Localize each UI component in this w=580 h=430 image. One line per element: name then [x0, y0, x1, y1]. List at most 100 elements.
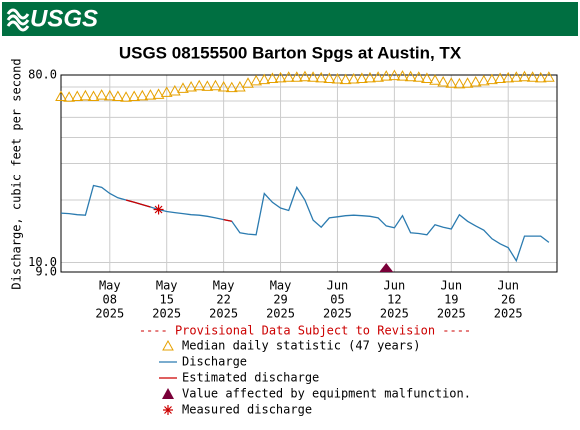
- x-tick-label: 05: [330, 293, 344, 307]
- median-marker: [177, 82, 189, 93]
- notice: ---- Provisional Data Subject to Revisio…: [139, 324, 471, 338]
- x-tick-label: 2025: [323, 307, 352, 321]
- median-marker: [534, 71, 547, 83]
- median-marker: [299, 70, 311, 82]
- x-tick-label: 2025: [494, 307, 523, 321]
- median-marker: [323, 72, 336, 83]
- median-marker: [477, 74, 490, 86]
- x-tick-label: 2025: [209, 307, 238, 321]
- median-marker: [266, 72, 279, 83]
- median-marker: [201, 80, 214, 91]
- logo-text: USGS: [30, 5, 98, 32]
- median-marker: [63, 91, 75, 102]
- median-marker: [421, 72, 433, 83]
- x-tick-label: Jun: [440, 279, 462, 293]
- median-marker: [136, 89, 149, 101]
- median-marker: [526, 71, 539, 82]
- logo-waves: [6, 8, 30, 32]
- median-marker: [339, 73, 352, 85]
- measured-marker: [153, 204, 164, 215]
- median-marker: [510, 71, 523, 82]
- median-marker: [453, 77, 466, 89]
- x-tick-label: 15: [159, 293, 173, 307]
- x-tick-label: Jun: [497, 279, 519, 293]
- median-marker: [193, 79, 206, 91]
- median-marker: [486, 73, 498, 85]
- legend-label: Median daily statistic (47 years): [182, 339, 420, 353]
- median-marker: [307, 71, 319, 82]
- x-tick-label: 19: [444, 293, 458, 307]
- median-marker: [144, 89, 157, 100]
- x-tick-label: May: [156, 279, 178, 293]
- x-tick-label: 26: [501, 293, 515, 307]
- series-line: [125, 199, 232, 222]
- median-marker: [356, 72, 368, 83]
- legend-label: Measured discharge: [182, 403, 312, 417]
- median-marker: [461, 77, 474, 88]
- median-marker: [234, 81, 246, 92]
- plot-frame: [60, 74, 558, 273]
- median-marker: [185, 81, 197, 92]
- median-marker: [290, 71, 303, 82]
- malfunction-marker: [379, 263, 394, 272]
- x-tick-label: 2025: [380, 307, 409, 321]
- chart-title: USGS 08155500 Barton Spgs at Austin, TX: [119, 43, 462, 62]
- median-marker: [437, 76, 450, 87]
- median-marker: [87, 90, 100, 102]
- median-marker: [71, 90, 84, 102]
- x-tick-label: May: [270, 279, 292, 293]
- median-marker: [55, 90, 67, 102]
- median-marker: [347, 73, 360, 84]
- x-tick-label: 29: [273, 293, 287, 307]
- median-marker: [282, 71, 295, 82]
- median-marker: [95, 89, 108, 100]
- y-tick-label: 9.0: [35, 265, 57, 279]
- x-tick-label: 12: [387, 293, 401, 307]
- median-marker: [543, 71, 555, 82]
- median-marker: [103, 89, 116, 101]
- legend-symbol: [162, 388, 174, 399]
- median-marker: [364, 71, 376, 83]
- legend-symbol: [162, 339, 174, 351]
- median-marker: [209, 79, 222, 91]
- legend-label: Discharge: [182, 355, 247, 369]
- median-marker: [445, 77, 458, 88]
- median-marker: [128, 90, 141, 102]
- median-marker: [225, 81, 238, 93]
- legend-symbol: [163, 405, 173, 415]
- median-marker: [429, 74, 441, 85]
- median-marker: [160, 86, 173, 97]
- median-marker: [274, 71, 287, 83]
- x-tick-label: 2025: [437, 307, 466, 321]
- median-marker: [168, 84, 181, 96]
- median-marker: [518, 70, 531, 82]
- median-marker: [217, 81, 230, 92]
- x-tick-label: 2025: [95, 307, 124, 321]
- median-marker: [315, 71, 328, 83]
- median-marker: [469, 76, 482, 87]
- x-tick-label: Jun: [327, 279, 349, 293]
- median-marker: [250, 74, 262, 86]
- header-bar: [2, 2, 578, 36]
- x-tick-label: 2025: [152, 307, 181, 321]
- x-tick-label: May: [213, 279, 235, 293]
- median-marker: [112, 90, 124, 102]
- x-tick-label: 22: [216, 293, 230, 307]
- median-marker: [494, 72, 506, 83]
- median-marker: [372, 71, 384, 82]
- median-marker: [380, 70, 393, 81]
- x-tick-label: 2025: [266, 307, 295, 321]
- legend-label: Value affected by equipment malfunction.: [182, 387, 471, 401]
- median-marker: [79, 89, 92, 101]
- x-tick-label: May: [99, 279, 121, 293]
- y-tick-label: 10.0: [28, 255, 57, 269]
- x-tick-label: Jun: [384, 279, 406, 293]
- median-marker: [258, 73, 271, 85]
- y-axis-label: Discharge, cubic feet per second: [10, 58, 24, 289]
- median-marker: [242, 77, 254, 88]
- median-marker: [404, 70, 417, 82]
- median-marker: [120, 91, 132, 102]
- legend-label: Estimated discharge: [182, 371, 319, 385]
